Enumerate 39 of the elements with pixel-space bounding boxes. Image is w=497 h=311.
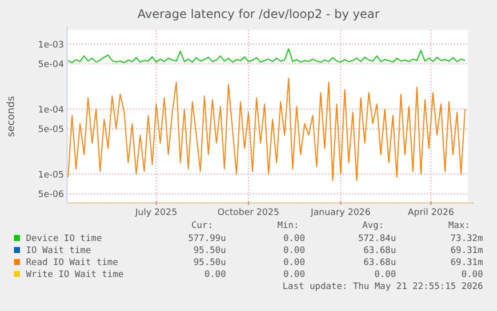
text: 69.31m [450, 258, 483, 268]
text: 0.00 [204, 270, 226, 280]
y-tick-label: 5e-05 [38, 124, 64, 135]
text: 0.00 [374, 270, 396, 280]
text: 0.00 [283, 258, 305, 268]
y-tick-label: 1e-04 [38, 105, 64, 116]
text: 0.00 [461, 270, 483, 280]
x-tick-label: October 2025 [218, 208, 280, 218]
legend-label: Device IO time [26, 234, 102, 244]
y-tick-label: 5e-06 [38, 190, 64, 200]
text: 63.68u [363, 246, 396, 256]
y-tick-label: 1e-05 [38, 170, 64, 180]
text: Last update: Thu May 21 22:55:15 2026 [282, 282, 483, 292]
text: 95.50u [193, 246, 226, 256]
text: Avg: [362, 221, 384, 231]
line-series [68, 78, 466, 181]
legend-label: IO Wait time [26, 246, 92, 256]
text: 572.84u [358, 234, 396, 244]
text: 63.68u [363, 258, 396, 268]
text: Cur: [191, 221, 213, 231]
y-axis-title: seconds [6, 96, 17, 137]
y-tick-label: 1e-03 [38, 40, 64, 50]
text: 95.50u [193, 258, 226, 268]
x-tick-label: April 2026 [408, 208, 454, 218]
text: Max: [448, 221, 470, 231]
x-tick-label: January 2026 [310, 208, 371, 218]
legend-label: Write IO Wait time [26, 270, 124, 280]
text: 73.32m [450, 234, 483, 244]
text: 577.99u [188, 234, 226, 244]
text: Min: [277, 221, 299, 231]
line-series [68, 48, 466, 64]
text: 0.00 [283, 234, 305, 244]
y-tick-label: 5e-04 [38, 60, 64, 70]
text: 0.00 [283, 270, 305, 280]
chart-title: Average latency for /dev/loop2 - by year [137, 7, 380, 21]
text: 0.00 [283, 246, 305, 256]
legend-label: Read IO Wait time [26, 258, 118, 268]
text: 69.31m [450, 246, 483, 256]
x-tick-label: July 2025 [134, 208, 178, 218]
